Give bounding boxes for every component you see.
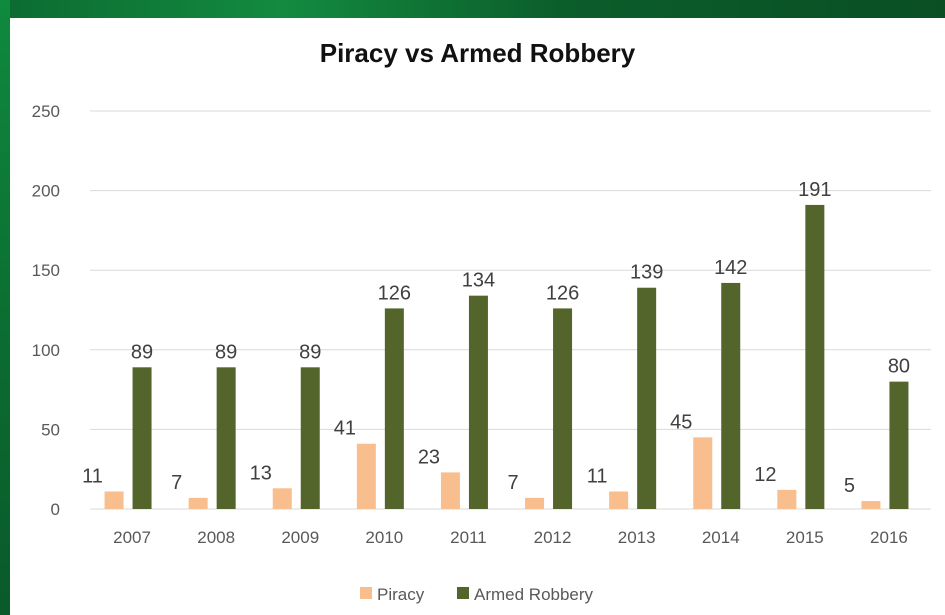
bar-armed-robbery (721, 282, 741, 509)
slide-top-band (0, 0, 945, 18)
legend: Piracy Armed Robbery (360, 585, 594, 604)
bar-armed-robbery (384, 308, 404, 509)
bar-armed-robbery (889, 381, 909, 509)
data-label-piracy: 41 (334, 418, 356, 440)
bar-piracy (525, 497, 545, 509)
data-label-armed-robbery: 139 (630, 262, 663, 284)
y-tick-label: 250 (32, 102, 60, 121)
data-label-armed-robbery: 126 (546, 282, 579, 304)
x-tick-label: 2016 (870, 528, 908, 547)
x-tick-label: 2013 (618, 528, 656, 547)
data-label-armed-robbery: 134 (462, 270, 495, 292)
data-label-armed-robbery: 142 (714, 257, 747, 279)
x-tick-label: 2014 (702, 528, 740, 547)
y-tick-label: 100 (32, 341, 60, 360)
bar-piracy (356, 443, 376, 509)
y-axis-ticks: 0 50 100 150 200 250 (32, 102, 60, 519)
legend-label-armed-robbery: Armed Robbery (474, 585, 594, 604)
data-label-armed-robbery: 89 (299, 341, 321, 363)
legend-swatch-piracy (360, 587, 372, 599)
bar-armed-robbery (637, 287, 657, 509)
data-label-piracy: 7 (507, 472, 518, 494)
bars (104, 204, 909, 510)
bar-armed-robbery (805, 204, 825, 510)
data-label-piracy: 7 (171, 472, 182, 494)
bar-armed-robbery (216, 367, 236, 509)
gridlines (90, 110, 931, 510)
data-labels: 11 89 7 89 13 89 41 126 23 134 7 126 11 139 45 142 12 191… (82, 179, 910, 497)
x-tick-label: 2010 (365, 528, 403, 547)
data-label-piracy: 11 (587, 465, 608, 487)
x-tick-label: 2009 (281, 528, 319, 547)
data-label-piracy: 13 (250, 462, 272, 484)
bar-chart: 0 50 100 150 200 250 11 89 7 89 13 89 41 126 23 134 7 12… (32, 102, 931, 604)
data-label-piracy: 11 (82, 465, 103, 487)
data-label-armed-robbery: 191 (798, 179, 831, 201)
bar-piracy (861, 501, 881, 509)
slide-left-edge (0, 0, 10, 615)
data-label-piracy: 23 (418, 446, 440, 468)
data-label-piracy: 45 (670, 411, 692, 433)
chart-title: Piracy vs Armed Robbery (319, 38, 636, 68)
x-tick-label: 2011 (450, 528, 487, 547)
bar-piracy (777, 489, 797, 509)
bar-piracy (272, 488, 292, 509)
data-label-armed-robbery: 126 (378, 282, 411, 304)
legend-swatch-armed-robbery (457, 587, 469, 599)
data-label-armed-robbery: 89 (215, 341, 237, 363)
y-tick-label: 150 (32, 261, 60, 280)
data-label-armed-robbery: 89 (131, 341, 153, 363)
data-label-piracy: 5 (844, 475, 855, 497)
bar-piracy (188, 497, 208, 509)
bar-armed-robbery (468, 295, 488, 509)
data-label-armed-robbery: 80 (888, 356, 910, 378)
x-tick-label: 2015 (786, 528, 824, 547)
y-tick-label: 0 (51, 500, 60, 519)
bar-armed-robbery (132, 367, 152, 509)
bar-armed-robbery (553, 308, 573, 509)
data-label-piracy: 12 (754, 464, 776, 486)
y-tick-label: 50 (41, 420, 60, 439)
chart-panel: Piracy vs Armed Robbery 0 50 100 150 200 250 … (10, 18, 945, 615)
legend-label-piracy: Piracy (377, 585, 425, 604)
bar-piracy (104, 491, 124, 509)
x-axis-ticks: 2007 2008 2009 2010 2011 2012 2013 2014 2015 2016 (113, 528, 908, 547)
bar-piracy (440, 472, 460, 509)
y-tick-label: 200 (32, 182, 60, 201)
x-tick-label: 2007 (113, 528, 151, 547)
bar-armed-robbery (300, 367, 320, 509)
bar-piracy (693, 437, 713, 509)
bar-piracy (609, 491, 629, 509)
x-tick-label: 2012 (534, 528, 572, 547)
x-tick-label: 2008 (197, 528, 235, 547)
